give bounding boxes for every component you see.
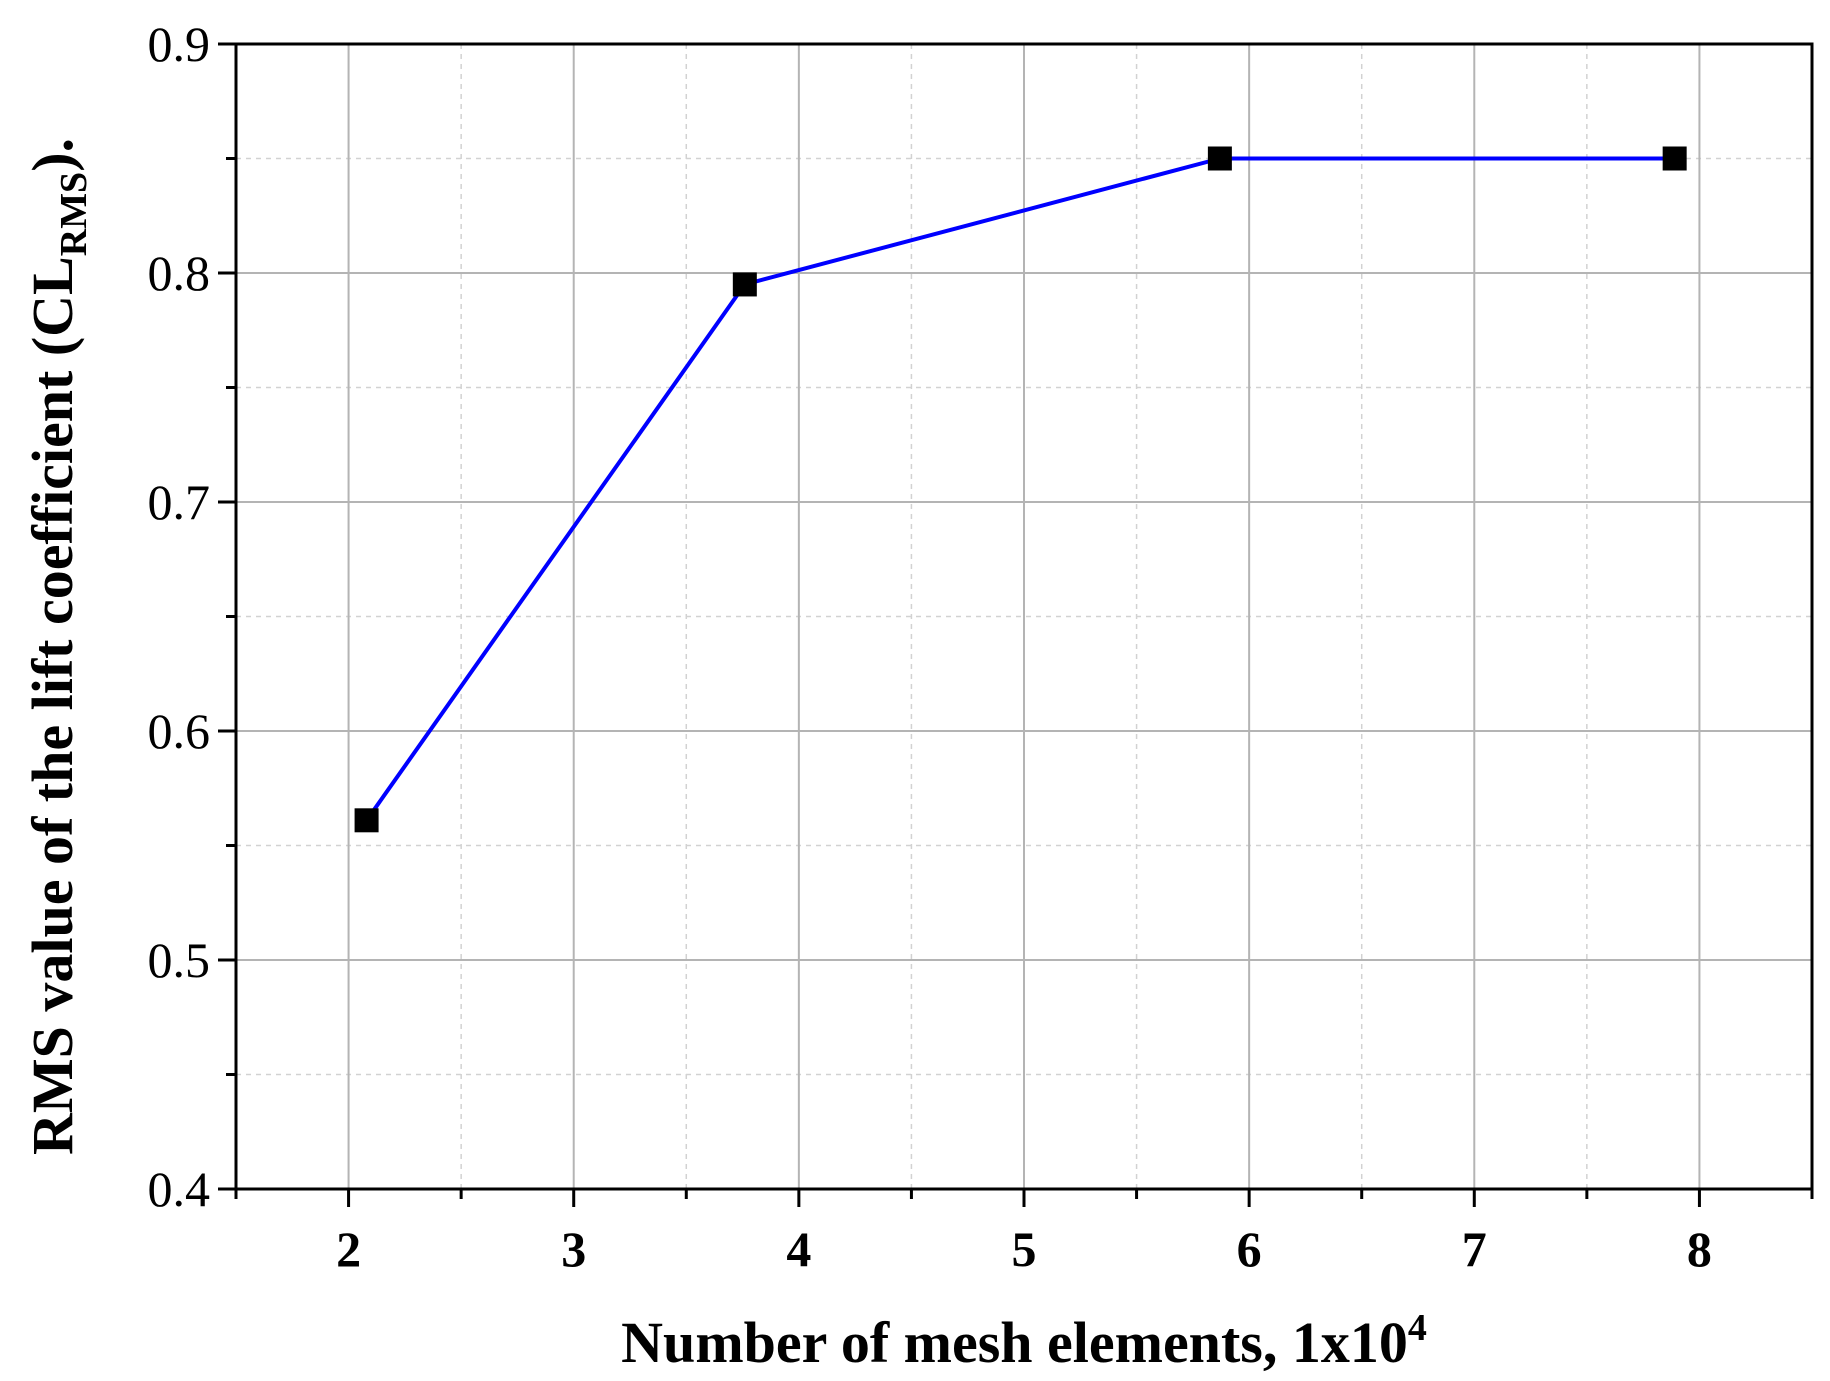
y-axis-title-subscript: RMS <box>53 172 95 256</box>
x-axis-title: Number of mesh elements, 1x104 <box>621 1307 1427 1375</box>
data-point-marker <box>732 272 757 297</box>
y-tick-label: 0.9 <box>148 16 211 72</box>
y-axis-title-suffix: ). <box>20 138 85 172</box>
y-tick-label: 0.5 <box>148 932 211 988</box>
data-point-marker <box>1662 146 1687 171</box>
series-line <box>364 156 1675 822</box>
grid <box>235 44 1813 1189</box>
y-tick-label: 0.8 <box>148 245 211 301</box>
x-axis-title-text: Number of mesh elements, 1x10 <box>621 1310 1408 1375</box>
y-tick-label: 0.6 <box>148 703 211 759</box>
x-axis-title-superscript: 4 <box>1408 1307 1427 1349</box>
x-tick-label: 3 <box>561 1221 586 1277</box>
y-axis-title: RMS value of the lift coefficient (CLRMS… <box>20 138 95 1155</box>
x-tick-label: 6 <box>1237 1221 1262 1277</box>
x-tick-label: 4 <box>786 1221 811 1277</box>
y-axis-tick-labels: 0.4 0.5 0.6 0.7 0.8 0.9 <box>148 16 211 1217</box>
x-tick-label: 2 <box>336 1221 361 1277</box>
x-axis-tick-labels: 2 3 4 5 6 7 8 <box>336 1221 1712 1277</box>
y-tick-label: 0.4 <box>148 1161 211 1217</box>
x-tick-label: 7 <box>1462 1221 1487 1277</box>
y-axis-title-text: RMS value of the lift coefficient (CL <box>20 256 85 1155</box>
series-layer <box>354 146 1687 833</box>
x-tick-label: 8 <box>1687 1221 1712 1277</box>
data-point-marker <box>354 808 379 833</box>
y-tick-label: 0.7 <box>148 474 211 530</box>
data-point-marker <box>1207 146 1232 171</box>
x-tick-label: 5 <box>1012 1221 1037 1277</box>
axis-ticks <box>218 42 1814 1207</box>
